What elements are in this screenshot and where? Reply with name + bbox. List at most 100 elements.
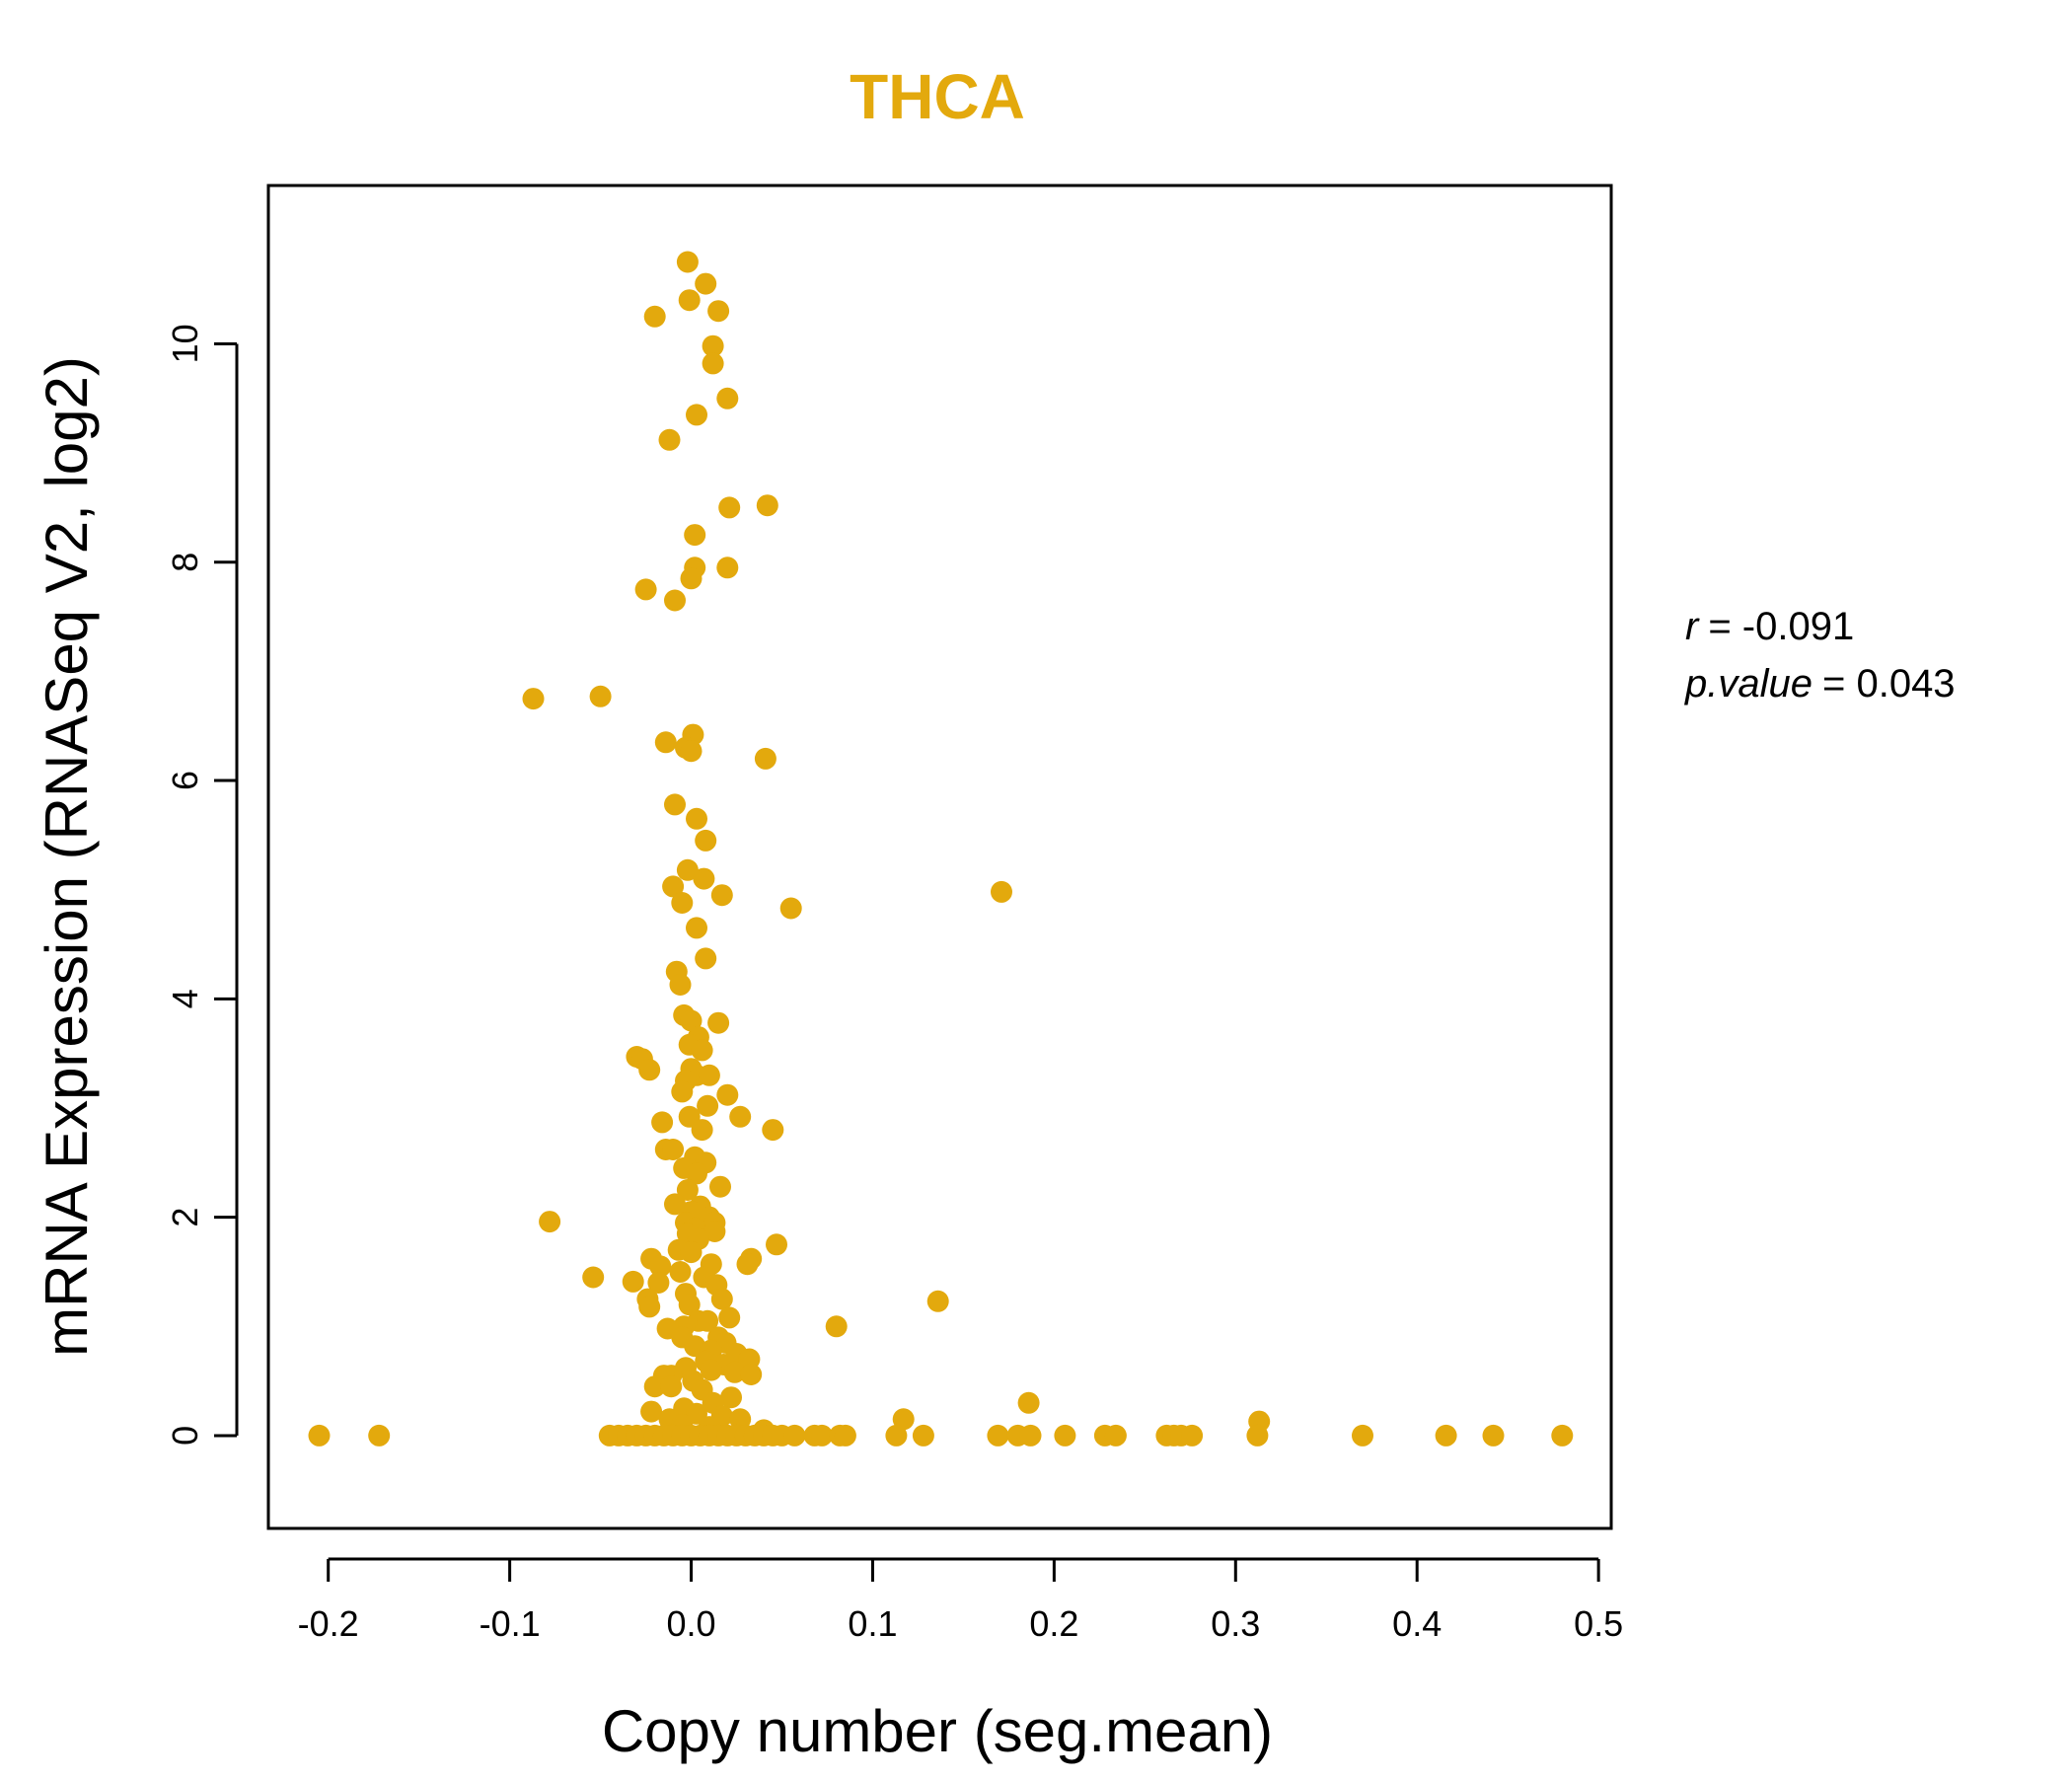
x-tick-label: -0.1 xyxy=(480,1603,541,1644)
data-point xyxy=(676,251,699,273)
data-point xyxy=(1246,1424,1269,1447)
data-point xyxy=(707,1011,730,1034)
p-value: = 0.043 xyxy=(1822,662,1956,705)
data-point xyxy=(736,1253,759,1276)
y-tick-label: 8 xyxy=(165,553,205,572)
data-point xyxy=(693,867,715,890)
data-point xyxy=(710,1288,733,1310)
x-tick-label: 0.4 xyxy=(1392,1603,1442,1644)
data-point xyxy=(709,1175,731,1198)
data-point xyxy=(522,688,545,710)
data-point xyxy=(1019,1424,1042,1447)
data-point xyxy=(702,352,724,375)
data-point xyxy=(649,1255,672,1278)
r-label: r xyxy=(1685,605,1700,648)
data-point xyxy=(1482,1424,1505,1447)
y-axis-label: mRNA Expression (RNASeq V2, log2) xyxy=(34,356,100,1357)
data-point xyxy=(647,1272,670,1294)
x-tick-label: 0.1 xyxy=(848,1603,897,1644)
data-point xyxy=(825,1315,848,1338)
data-point xyxy=(680,1241,703,1264)
data-point xyxy=(680,740,703,763)
data-point xyxy=(678,289,701,312)
y-axis: 0 2 4 6 8 10 xyxy=(165,324,239,1446)
data-point xyxy=(926,1290,949,1312)
data-point xyxy=(686,404,707,426)
x-tick-label: 0.2 xyxy=(1029,1603,1078,1644)
data-point xyxy=(678,1294,701,1316)
data-point xyxy=(754,747,777,770)
data-point xyxy=(691,1119,713,1142)
data-point xyxy=(697,1309,719,1332)
x-axis-label: Copy number (seg.mean) xyxy=(602,1698,1273,1764)
data-point xyxy=(987,1424,1009,1447)
data-point xyxy=(1104,1424,1127,1447)
data-point xyxy=(834,1424,856,1447)
data-point xyxy=(680,1009,703,1032)
data-point xyxy=(669,974,692,996)
x-tick-label: 0.0 xyxy=(667,1603,716,1644)
data-point xyxy=(680,567,703,590)
data-point xyxy=(686,807,707,830)
data-point xyxy=(676,1179,699,1201)
data-point xyxy=(664,793,686,816)
data-point xyxy=(912,1424,934,1447)
data-point xyxy=(720,1386,742,1409)
data-point xyxy=(695,829,717,852)
data-point xyxy=(885,1424,908,1447)
y-tick-label: 4 xyxy=(165,989,205,1008)
data-point xyxy=(723,1361,746,1383)
y-tick-label: 10 xyxy=(165,324,205,363)
correlation-stats: r = -0.091 p.value = 0.043 xyxy=(1684,605,1956,705)
data-point xyxy=(691,1039,713,1062)
data-point xyxy=(368,1424,391,1447)
data-point xyxy=(1551,1424,1574,1447)
y-tick-label: 2 xyxy=(165,1208,205,1227)
data-point xyxy=(638,1059,661,1081)
data-point xyxy=(700,1359,722,1381)
data-point xyxy=(729,1408,752,1431)
data-point xyxy=(676,858,699,881)
x-tick-label: 0.3 xyxy=(1211,1603,1260,1644)
points-layer xyxy=(308,251,1574,1447)
data-point xyxy=(664,589,686,612)
data-point xyxy=(643,305,666,328)
data-point xyxy=(651,1111,674,1134)
data-point xyxy=(634,578,657,601)
data-point xyxy=(697,1094,719,1117)
r-value: = -0.091 xyxy=(1708,605,1854,648)
data-point xyxy=(695,272,717,295)
data-point xyxy=(589,685,612,707)
x-tick-label: 0.5 xyxy=(1574,1603,1623,1644)
data-point xyxy=(740,1364,763,1385)
data-point xyxy=(664,1193,686,1216)
data-point xyxy=(991,880,1012,903)
data-point xyxy=(671,892,694,914)
data-point xyxy=(779,897,802,920)
x-axis: -0.2 -0.1 0.0 0.1 0.2 0.3 0.4 0.5 xyxy=(298,1557,1623,1644)
y-tick-label: 6 xyxy=(165,771,205,790)
data-point xyxy=(622,1270,644,1293)
y-tick-label: 0 xyxy=(165,1426,205,1446)
data-point xyxy=(716,387,739,409)
data-point xyxy=(710,884,733,907)
data-point xyxy=(684,1335,706,1358)
data-point xyxy=(1017,1391,1040,1414)
data-point xyxy=(582,1266,605,1289)
plot-frame xyxy=(266,184,1613,1530)
data-point xyxy=(811,1424,833,1447)
data-point xyxy=(658,428,681,451)
data-point xyxy=(718,496,741,519)
r-stat: r = -0.091 xyxy=(1685,605,1854,648)
data-point xyxy=(671,1080,694,1103)
data-point xyxy=(1054,1424,1076,1447)
data-point xyxy=(718,1306,741,1329)
data-point xyxy=(695,947,717,970)
data-point xyxy=(640,1400,663,1423)
data-point xyxy=(686,917,707,939)
data-point xyxy=(707,300,730,323)
data-point xyxy=(660,1375,683,1398)
data-point xyxy=(669,1261,692,1283)
data-point xyxy=(729,1105,752,1128)
